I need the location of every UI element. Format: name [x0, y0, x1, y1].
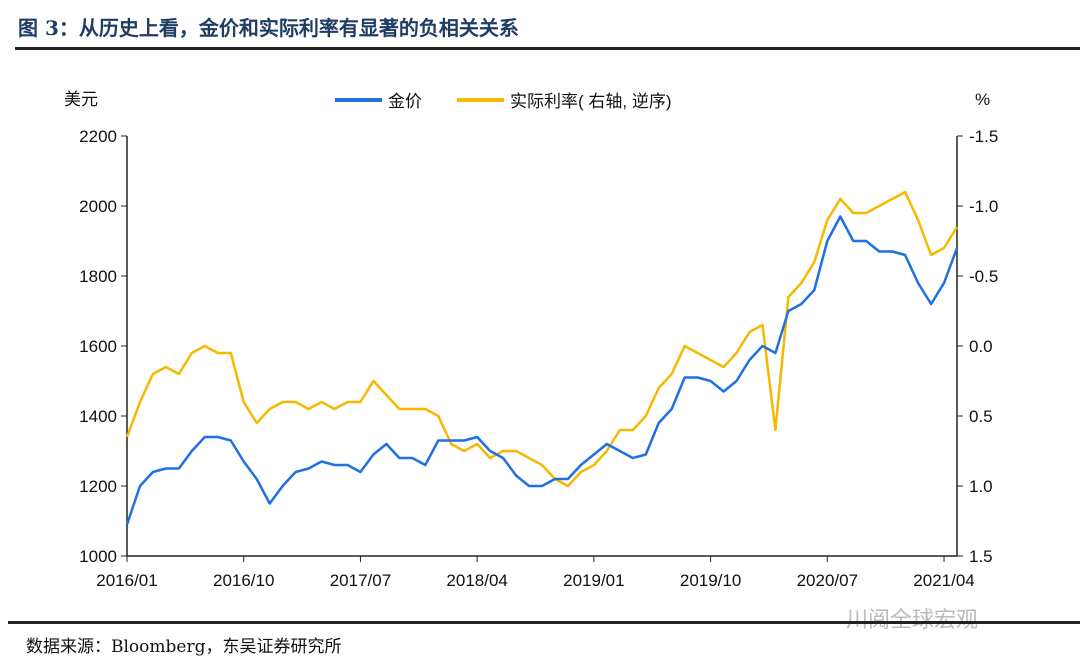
- left-tick-label: 2000: [79, 197, 117, 216]
- left-tick-label: 1200: [79, 477, 117, 496]
- x-tick-label: 2021/04: [913, 571, 974, 590]
- chart: 美元 % 金价 实际利率( 右轴, 逆序) 1000 1200 1400 1600 18…: [64, 90, 998, 590]
- top-divider: [15, 47, 1080, 50]
- right-tick-label: 0.5: [969, 407, 993, 426]
- bottom-divider: [8, 621, 1080, 624]
- x-tick-label: 2016/01: [96, 571, 157, 590]
- x-tick-label: 2016/10: [213, 571, 274, 590]
- x-tick-label: 2019/10: [680, 571, 741, 590]
- x-tick-label: 2019/01: [563, 571, 624, 590]
- right-tick-label: -0.5: [969, 267, 998, 286]
- x-tick-label: 2020/07: [797, 571, 858, 590]
- legend: 金价 实际利率( 右轴, 逆序): [335, 92, 672, 111]
- right-tick-label: -1.0: [969, 197, 998, 216]
- x-tick-label: 2018/04: [446, 571, 507, 590]
- x-tick-label: 2017/07: [330, 571, 391, 590]
- right-tick-label: 0.0: [969, 337, 993, 356]
- right-tick-label: 1.5: [969, 547, 993, 566]
- legend-label-gold: 金价: [388, 92, 422, 111]
- left-axis-unit: 美元: [64, 90, 98, 109]
- left-tick-label: 1000: [79, 547, 117, 566]
- right-tick-label: -1.5: [969, 127, 998, 146]
- left-tick-label: 1800: [79, 267, 117, 286]
- legend-label-rate: 实际利率( 右轴, 逆序): [510, 92, 672, 111]
- source-note: 数据来源：Bloomberg，东吴证券研究所: [26, 637, 342, 657]
- gold-price-line: [125, 215, 959, 525]
- real-rate-line: [125, 190, 959, 488]
- left-tick-label: 1600: [79, 337, 117, 356]
- watermark: 川阅全球宏观: [846, 607, 979, 632]
- right-tick-label: 1.0: [969, 477, 993, 496]
- right-axis-unit: %: [975, 90, 990, 109]
- left-tick-label: 1400: [79, 407, 117, 426]
- figure-title: 图 3：从历史上看，金价和实际利率有显著的负相关关系: [18, 16, 519, 40]
- left-tick-label: 2200: [79, 127, 117, 146]
